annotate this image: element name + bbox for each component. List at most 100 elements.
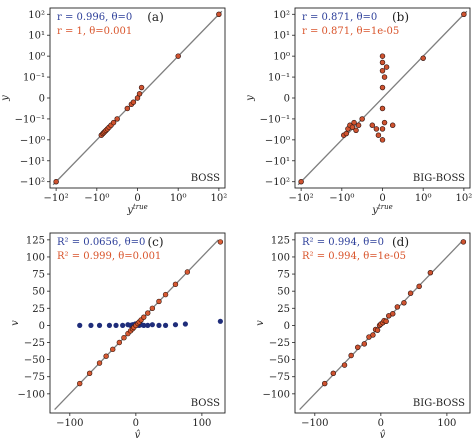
y-tick-label: 0: [39, 321, 45, 332]
data-point: [420, 55, 426, 61]
data-point: [217, 318, 223, 324]
y-tick-label: 0: [284, 94, 290, 105]
data-point: [349, 124, 356, 130]
method-label: BOSS: [191, 398, 220, 409]
x-tick-label: 0: [378, 418, 384, 429]
data-point: [379, 137, 386, 143]
method-label: BIG-BOSS: [413, 398, 465, 409]
data-point: [348, 352, 354, 359]
y-tick-label: 75: [32, 270, 45, 281]
y-tick-label: 10¹: [28, 31, 45, 42]
data-point: [389, 122, 396, 128]
data-point: [141, 314, 147, 320]
data-point: [110, 119, 117, 126]
data-point: [88, 322, 94, 328]
data-point: [383, 64, 390, 70]
series-theta-zero: [77, 318, 223, 328]
panel-label: (a): [147, 10, 164, 24]
data-point: [172, 322, 179, 328]
panel-a: −10² −10⁰ 0 10⁰ 10² 10² 10¹ 10⁰ 10⁻¹ 0 −10⁻¹ −10⁰ −1…: [0, 7, 228, 216]
data-point: [156, 322, 162, 328]
x-axis-label: v̂: [135, 430, 141, 440]
data-point: [379, 68, 386, 74]
y-tick-label: 125: [26, 235, 45, 246]
data-point: [138, 84, 145, 91]
legend-entry: R² = 0.994, θ=1e-05: [302, 251, 406, 262]
axes-frame: [294, 232, 471, 414]
y-tick-label: 10¹: [273, 31, 290, 42]
data-point: [379, 105, 386, 112]
panel-c: −100 0 100 125 100 75 50 25 0 −25 −50 −75 −100 v̂ v R² …: [10, 232, 226, 440]
y-tick-label: 10⁰: [28, 52, 45, 63]
data-point: [351, 119, 357, 126]
legend-entry: R² = 0.999, θ=0.001: [57, 251, 161, 262]
y-tick-label: −25: [269, 338, 290, 349]
data-point: [156, 298, 162, 305]
data-point: [149, 322, 155, 328]
data-point: [379, 126, 386, 132]
y-axis-label: y: [0, 95, 11, 102]
y-tick-label: 10⁰: [273, 52, 290, 63]
data-point: [390, 311, 396, 317]
x-tick-label: 100: [192, 418, 211, 429]
data-point: [379, 84, 386, 91]
data-point: [116, 339, 123, 346]
data-point: [175, 53, 181, 59]
data-point: [394, 304, 401, 310]
data-point: [461, 11, 467, 17]
data-point: [373, 126, 380, 132]
data-point: [460, 239, 467, 245]
data-point: [330, 370, 337, 377]
y-tick-label: −10⁻¹: [15, 114, 45, 125]
data-point: [120, 322, 126, 328]
data-point: [407, 290, 414, 296]
legend-entry: r = 0.996, θ=0: [57, 12, 132, 23]
x-tick-label: 10²: [211, 193, 228, 204]
y-tick-label: −75: [269, 372, 290, 383]
y-tick-label: −50: [24, 355, 45, 366]
data-point: [184, 269, 191, 275]
data-point: [86, 370, 93, 377]
data-point: [374, 327, 381, 333]
data-point: [114, 116, 120, 122]
data-point: [375, 132, 382, 138]
x-tick-label: 0: [134, 193, 140, 204]
data-point: [145, 322, 151, 328]
data-point: [217, 239, 224, 245]
legend-entry: R² = 0.0656, θ=0: [57, 237, 145, 248]
data-point: [353, 127, 359, 134]
data-point: [96, 360, 103, 366]
data-point: [134, 95, 141, 101]
data-point: [369, 122, 376, 128]
data-point: [361, 341, 368, 347]
panel-b: −10² −10⁰ 0 10⁰ 10² 10² 10¹ 10⁰ 10⁻¹ 0 −10⁻¹ −10⁰ −1…: [245, 7, 472, 216]
data-point: [113, 322, 119, 328]
y-tick-label: 0: [284, 321, 290, 332]
y-tick-label: −10⁰: [265, 135, 290, 146]
x-tick-label: −10²: [44, 193, 69, 204]
data-point: [401, 300, 407, 306]
legend-entry: R² = 0.994, θ=0: [302, 237, 384, 248]
data-point: [103, 353, 109, 359]
x-tick-label: −100: [56, 418, 83, 429]
y-tick-label: −10²: [265, 177, 290, 188]
legend-entry: r = 0.871, θ=1e-05: [302, 26, 399, 37]
series-theta-reg: [298, 11, 467, 185]
data-point: [141, 322, 147, 328]
x-tick-label: 0: [133, 418, 139, 429]
data-point: [381, 74, 388, 80]
data-point: [124, 105, 131, 112]
panel-label: (b): [392, 10, 409, 24]
data-point: [370, 332, 376, 338]
data-point: [77, 322, 83, 328]
y-tick-label: 100: [271, 252, 290, 263]
x-tick-label: −10⁰: [329, 193, 354, 204]
y-tick-label: 50: [277, 287, 290, 298]
data-point: [343, 130, 350, 137]
y-axis-label: v: [10, 320, 21, 326]
data-point: [182, 321, 188, 327]
x-tick-label: 100: [437, 418, 456, 429]
y-tick-label: −25: [24, 338, 45, 349]
data-point: [136, 91, 143, 97]
x-tick-label: 10⁰: [170, 193, 187, 204]
